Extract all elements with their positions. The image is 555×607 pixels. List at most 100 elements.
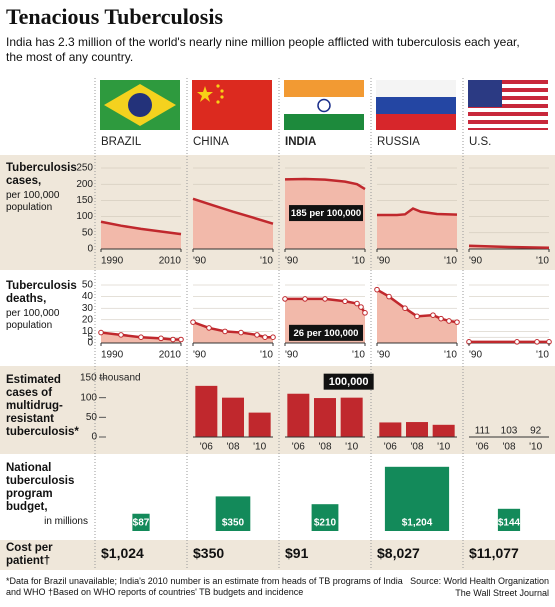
bar (379, 422, 402, 437)
y-tick-label: 5 (87, 332, 93, 343)
x-tick-label: 1990 (101, 350, 124, 361)
x-tick-label: '90 (285, 350, 298, 361)
area (377, 208, 457, 249)
y-tick-label: 250 (76, 163, 93, 174)
point (358, 304, 364, 310)
value-label-box (323, 373, 374, 390)
x-tick-label: '10 (437, 442, 450, 453)
point (238, 329, 244, 336)
y-tick-label: 0 (91, 432, 97, 443)
country-label: BRAZIL (101, 136, 142, 148)
bar (287, 393, 310, 437)
bar (195, 385, 218, 437)
row-label: Estimated cases of multidrug-resistant t… (6, 374, 79, 439)
point (354, 300, 360, 307)
bar (432, 424, 455, 437)
y-tick-label: 100 (80, 392, 97, 403)
point (342, 298, 348, 305)
budget-square (384, 466, 450, 531)
flag-india (284, 80, 364, 130)
x-tick-label: '90 (193, 350, 206, 361)
point (534, 339, 540, 345)
flag-us (468, 80, 548, 130)
y-tick-label: 200 (76, 179, 93, 190)
bar (248, 412, 271, 437)
x-tick-label: 2010 (159, 350, 182, 361)
value-label: $210 (314, 518, 337, 529)
y-tick-label: 20 (82, 314, 94, 325)
cost-value: $91 (285, 545, 309, 561)
x-tick-label: '90 (377, 350, 390, 361)
cost-value: $1,024 (101, 545, 144, 561)
x-tick-label: '08 (410, 442, 423, 453)
point (282, 296, 288, 302)
row-label: Tuberculosis cases, per 100,000 populatio… (6, 162, 86, 214)
row-label: National tuberculosis program budget, in … (6, 462, 88, 528)
flag-china (192, 80, 272, 130)
point (158, 335, 164, 342)
row-label: Cost per patient† (6, 542, 86, 568)
annotation-box (289, 205, 363, 222)
line (100, 220, 182, 236)
value-label: 92 (530, 426, 542, 437)
point (430, 312, 436, 318)
country-label: RUSSIA (377, 136, 420, 148)
line (468, 244, 550, 249)
x-tick-label: '10 (352, 256, 365, 267)
x-tick-label: '08 (502, 442, 515, 453)
value-label: $1,204 (402, 518, 433, 529)
point (362, 310, 368, 316)
y-tick-label: 30 (82, 303, 94, 314)
x-tick-label: '10 (444, 256, 457, 267)
y-tick-label: 10 (82, 326, 94, 337)
cost-value: $8,027 (377, 545, 420, 561)
y-tick-label: 0 (87, 244, 93, 255)
x-tick-label: '10 (345, 442, 358, 453)
point (222, 328, 228, 335)
line (377, 207, 458, 217)
budget-square (132, 513, 150, 531)
country-label: U.S. (469, 136, 491, 148)
line (192, 197, 274, 225)
x-tick-label: '10 (444, 350, 457, 361)
value-label: 111 (475, 426, 491, 437)
x-tick-label: '90 (469, 256, 482, 267)
y-tick-label: 100 (76, 211, 93, 222)
x-tick-label: '10 (536, 350, 549, 361)
point (514, 339, 520, 345)
x-tick-label: '10 (352, 350, 365, 361)
flag-russia (376, 80, 456, 130)
point (206, 325, 212, 331)
x-tick-label: '08 (226, 442, 239, 453)
budget-square (311, 504, 339, 531)
y-tick-label: 0 (87, 338, 93, 349)
point (402, 305, 408, 312)
source: Source: World Health Organization (410, 576, 549, 586)
x-tick-label: 2010 (159, 256, 182, 267)
area (193, 198, 273, 249)
point (270, 334, 276, 341)
row-label: Tuberculosis deaths, per 100,000 populati… (6, 280, 86, 332)
point (190, 319, 196, 325)
point (254, 332, 260, 338)
row-title: National tuberculosis program budget, (6, 462, 75, 513)
x-tick-label: '08 (318, 442, 331, 453)
point (322, 296, 328, 302)
line (284, 177, 366, 191)
point (302, 296, 308, 302)
row-subtitle: in millions (44, 516, 88, 527)
cost-value: $11,077 (469, 545, 519, 561)
x-tick-label: '06 (200, 442, 213, 453)
x-tick-label: '06 (292, 442, 305, 453)
y-tick-label: 50 (82, 280, 94, 291)
x-tick-label: '10 (253, 442, 266, 453)
point (446, 318, 452, 324)
row-subtitle: per 100,000 population (6, 190, 60, 213)
point (118, 332, 124, 338)
annotation-box (289, 324, 363, 341)
x-tick-label: '10 (260, 350, 273, 361)
value-label: $144 (498, 518, 521, 529)
value-label: 100,000 (329, 376, 369, 388)
point (138, 334, 144, 341)
annotation: 185 per 100,000 (291, 208, 361, 219)
